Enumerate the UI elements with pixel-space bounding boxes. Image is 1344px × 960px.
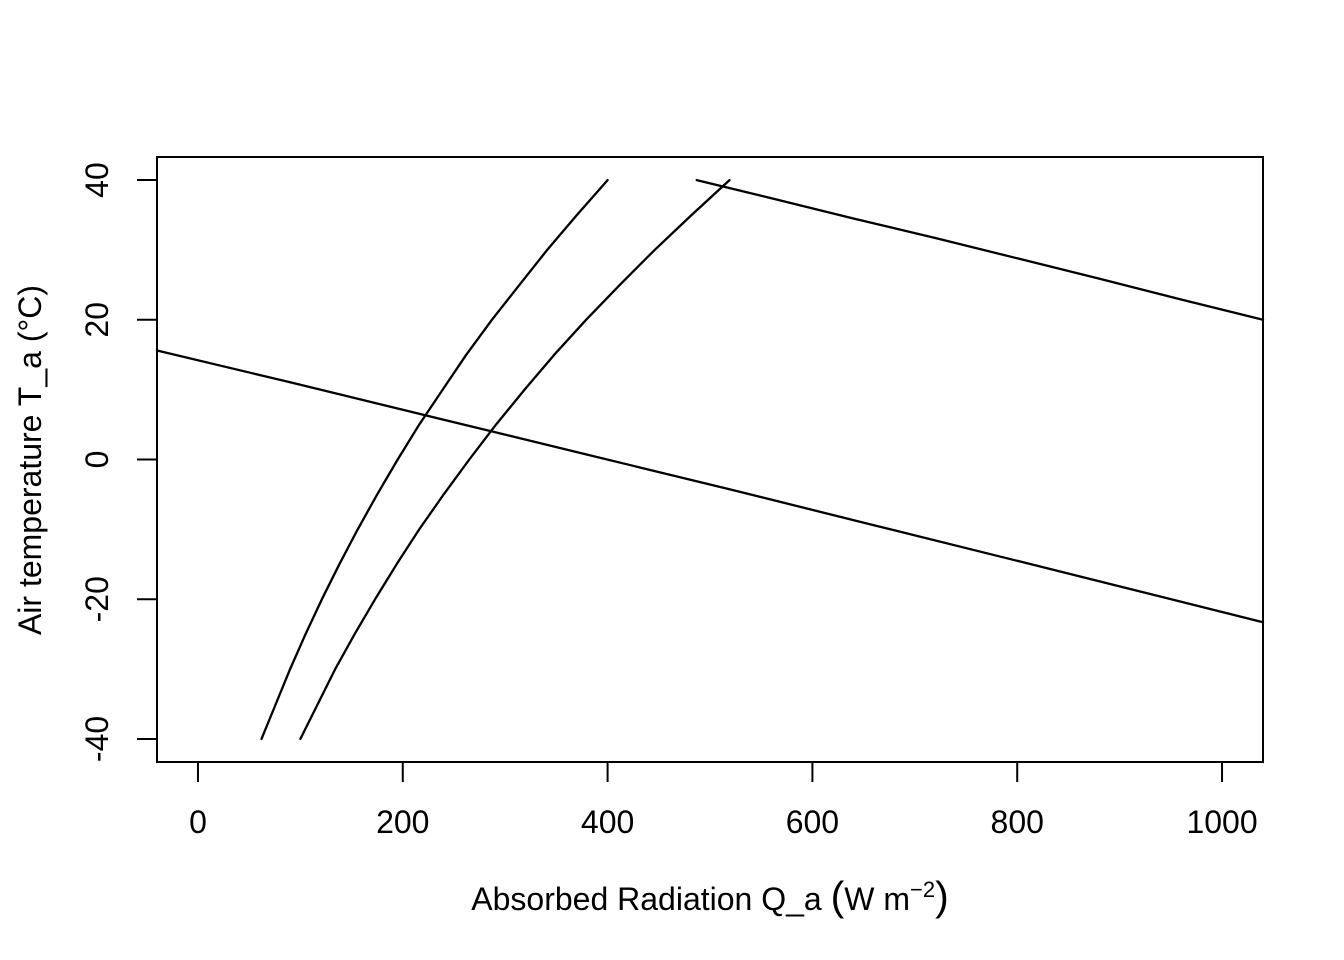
x-axis-title-text: Absorbed Radiation Q_a — [471, 881, 831, 917]
y-axis-title: Air temperature T_a (°C) — [12, 284, 48, 636]
y-tick-label: 40 — [79, 162, 115, 198]
x-axis-title-unit: W m — [844, 881, 910, 917]
series-radiation-curve-right — [299, 178, 731, 741]
x-axis-title-superscript: −2 — [910, 877, 936, 902]
series-budget-line-lower — [155, 349, 1265, 624]
series-radiation-curve-left — [260, 178, 609, 741]
x-axis-title: Absorbed Radiation Q_a (W m−2) — [157, 868, 1263, 918]
x-tick-label: 400 — [581, 804, 634, 840]
x-tick-label: 200 — [376, 804, 429, 840]
x-tick-label: 600 — [786, 804, 839, 840]
y-tick-label: 20 — [79, 302, 115, 338]
plot-box — [156, 156, 1264, 763]
x-tick-label: 800 — [991, 804, 1044, 840]
y-tick-label: -40 — [79, 716, 115, 762]
x-tick-label: 0 — [189, 804, 207, 840]
series-budget-line-upper — [695, 178, 1265, 321]
x-axis-title-paren-open: ( — [830, 873, 845, 919]
y-tick-label: -20 — [79, 576, 115, 622]
x-axis-title-paren-close: ) — [935, 873, 949, 919]
x-tick-label: 1000 — [1186, 804, 1257, 840]
y-tick-label: 0 — [79, 451, 115, 469]
